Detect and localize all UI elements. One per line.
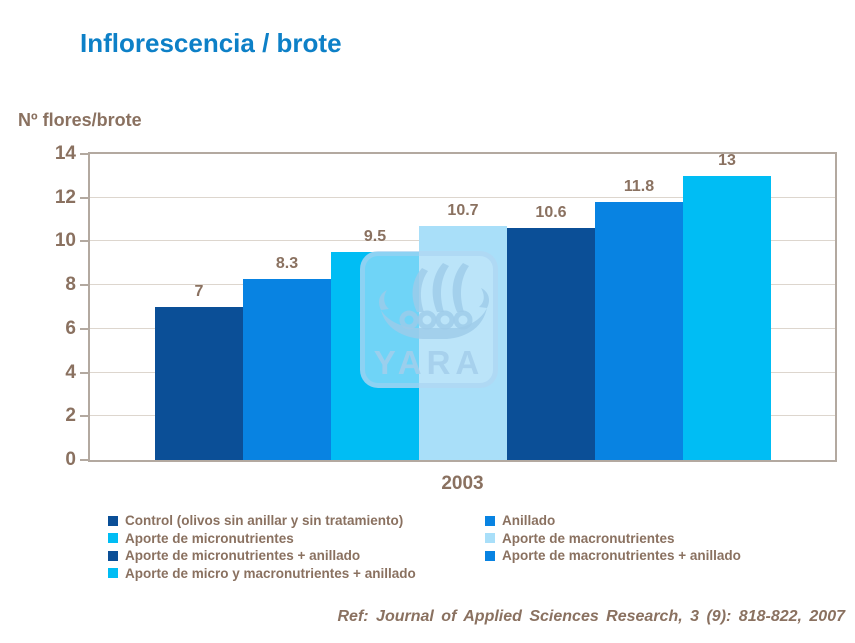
y-tick-mark — [80, 415, 88, 418]
legend-swatch — [485, 515, 495, 526]
chart-title: Inflorescencia / brote — [80, 28, 342, 58]
y-tick-label: 4 — [65, 361, 76, 383]
y-tick-mark — [80, 459, 88, 461]
x-category-label: 2003 — [441, 473, 484, 494]
plot-area — [88, 152, 837, 462]
y-tick-mark — [80, 240, 88, 243]
bar-value-label: 9.5 — [363, 228, 387, 245]
legend-item: Control (olivos sin anillar y sin tratam… — [108, 512, 416, 530]
bar-value-label: 8.3 — [275, 255, 299, 272]
legend-item: Aporte de micronutrientes + anillado — [108, 547, 416, 565]
bar — [595, 202, 683, 460]
y-tick-mark — [80, 284, 88, 287]
bar-value-label: 7 — [194, 283, 204, 300]
y-tick-label: 8 — [65, 274, 76, 296]
legend-swatch — [108, 533, 118, 544]
legend-item: Aporte de macronutrientes + anillado — [485, 547, 741, 565]
y-tick-label: 0 — [65, 449, 76, 470]
legend-label: Control (olivos sin anillar y sin tratam… — [125, 513, 404, 529]
y-tick-label: 6 — [65, 317, 76, 339]
y-tick-mark — [80, 196, 88, 199]
legend-column: Anillado Aporte de macronutrientes Aporte … — [485, 512, 741, 565]
legend-item: Anillado — [485, 512, 741, 530]
y-tick-mark — [80, 327, 88, 330]
reference-text: Ref: Journal of Applied Sciences Researc… — [337, 608, 846, 625]
legend-swatch — [485, 533, 495, 544]
y-tick-mark — [80, 153, 88, 155]
legend-item: Aporte de macronutrientes — [485, 530, 741, 548]
bar — [419, 226, 507, 460]
bar-value-label: 13 — [718, 152, 736, 169]
legend-item: Aporte de micro y macronutrientes + anil… — [108, 565, 416, 583]
bar — [507, 228, 595, 460]
y-axis-title: Nº flores/brote — [18, 110, 142, 130]
bar — [683, 176, 771, 460]
legend-label: Aporte de macronutrientes — [502, 530, 675, 546]
legend: Control (olivos sin anillar y sin tratam… — [0, 512, 855, 587]
legend-swatch — [108, 550, 118, 561]
bar — [243, 279, 331, 460]
legend-swatch — [485, 550, 495, 561]
legend-column: Control (olivos sin anillar y sin tratam… — [108, 512, 416, 582]
legend-label: Aporte de micronutrientes — [125, 530, 294, 546]
legend-label: Anillado — [502, 513, 556, 529]
legend-swatch — [108, 568, 118, 579]
legend-swatch — [108, 515, 118, 526]
legend-label: Aporte de micro y macronutrientes + anil… — [125, 565, 416, 581]
legend-item: Aporte de micronutrientes — [108, 530, 416, 548]
y-tick-label: 2 — [65, 405, 76, 427]
legend-label: Aporte de micronutrientes + anillado — [125, 548, 361, 564]
bar-value-label: 10.7 — [447, 202, 479, 219]
bar-value-label: 10.6 — [535, 204, 567, 221]
y-tick-mark — [80, 371, 88, 374]
bar-value-label: 11.8 — [623, 178, 655, 195]
y-tick-label: 12 — [54, 186, 76, 208]
bar — [331, 252, 419, 460]
y-tick-label: 10 — [54, 230, 76, 252]
y-tick-label: 14 — [54, 143, 76, 164]
legend-label: Aporte de macronutrientes + anillado — [502, 548, 741, 564]
bar — [155, 307, 243, 460]
gridline — [90, 196, 835, 198]
